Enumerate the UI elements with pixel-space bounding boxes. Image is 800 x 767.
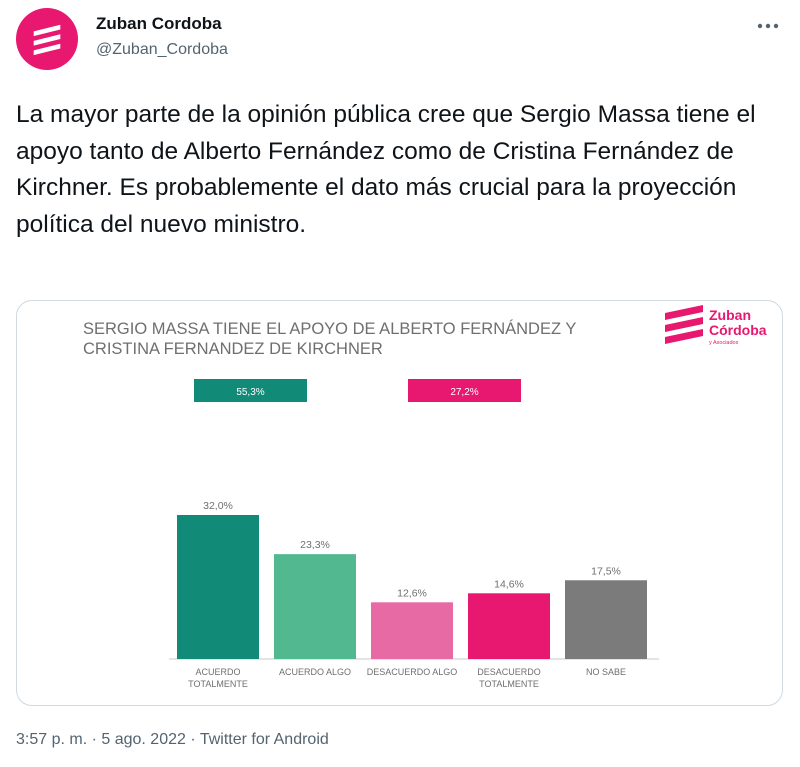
chart-title-line-2: CRISTINA FERNANDEZ DE KIRCHNER: [83, 340, 383, 358]
tweet-media-image[interactable]: Zuban Córdoba y Asociados SERGIO MASSA T…: [16, 300, 783, 706]
bar-2: [371, 602, 453, 659]
bar-value-label-4: 17,5%: [591, 565, 621, 577]
category-label-4-0: NO SABE: [586, 667, 626, 677]
author-handle[interactable]: @Zuban_Cordoba: [96, 41, 228, 58]
logo-line-2: Córdoba: [709, 322, 767, 338]
zuban-cordoba-logo: Zuban Córdoba y Asociados: [665, 305, 767, 346]
bar-chart: Zuban Córdoba y Asociados SERGIO MASSA T…: [83, 305, 767, 689]
category-label-2-0: DESACUERDO ALGO: [367, 667, 458, 677]
more-options-icon: [757, 23, 779, 29]
bar-3: [468, 593, 550, 659]
avatar[interactable]: [16, 8, 78, 70]
logo-line-3: y Asociados: [709, 340, 739, 346]
bar-value-label-1: 23,3%: [300, 539, 330, 551]
summary-label-agree: 55,3%: [236, 387, 264, 398]
bar-4: [565, 580, 647, 659]
zuban-logo-icon: [33, 24, 61, 56]
more-options-button[interactable]: [752, 14, 784, 38]
logo-line-1: Zuban: [709, 307, 751, 323]
bars-layer: 32,0% ACUERDO TOTALMENTE 23,3% ACUERDO ALGO 1…: [177, 500, 647, 689]
category-label-3-1: TOTALMENTE: [479, 679, 539, 689]
summary-box-agree: [194, 379, 307, 402]
bar-0: [177, 515, 259, 659]
bar-value-label-3: 14,6%: [494, 578, 524, 590]
bar-value-label-2: 12,6%: [397, 587, 427, 599]
summary-label-disagree: 27,2%: [450, 387, 478, 398]
chart-title-line-1: SERGIO MASSA TIENE EL APOYO DE ALBERTO F…: [83, 319, 576, 338]
bar-1: [274, 554, 356, 659]
bar-value-label-0: 32,0%: [203, 500, 233, 512]
category-label-0-1: TOTALMENTE: [188, 679, 248, 689]
category-label-0-0: ACUERDO: [195, 667, 240, 677]
summary-box-disagree: [408, 379, 521, 402]
author-name[interactable]: Zuban Cordoba: [96, 14, 222, 33]
category-label-3-0: DESACUERDO: [477, 667, 541, 677]
tweet-timestamp[interactable]: 3:57 p. m. · 5 ago. 2022 · Twitter for A…: [16, 731, 329, 748]
category-label-1-0: ACUERDO ALGO: [279, 667, 351, 677]
tweet-text: La mayor parte de la opinión pública cre…: [16, 101, 756, 238]
logo-stripes-icon: [665, 305, 703, 344]
